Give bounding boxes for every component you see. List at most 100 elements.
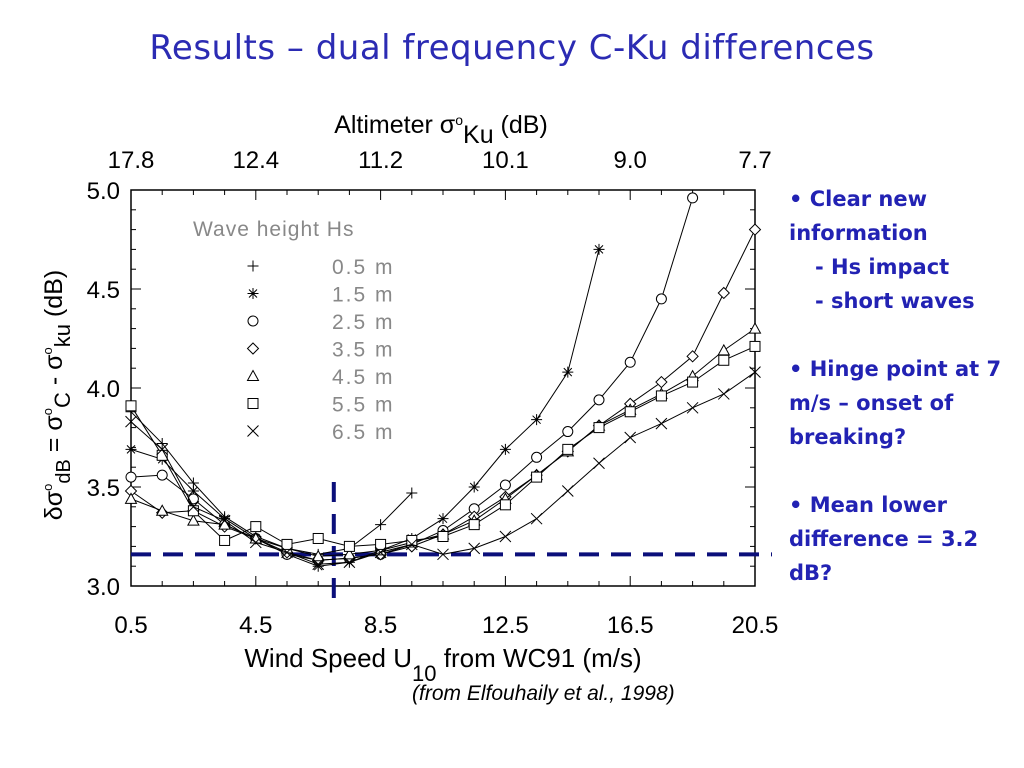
data-point (374, 546, 387, 559)
data-point (655, 375, 668, 389)
legend-marker (247, 398, 259, 409)
top-axis-label: Altimeter σoKu (dB) (334, 111, 548, 149)
data-point (531, 451, 543, 463)
legend-label: 1.5 m (332, 284, 395, 307)
y-tick-label: 4.5 (87, 277, 120, 304)
data-point (375, 538, 387, 550)
data-point (687, 376, 699, 388)
data-point (405, 538, 418, 551)
legend-marker (246, 369, 260, 381)
legend-label: 0.5 m (332, 256, 395, 279)
data-point (531, 414, 543, 426)
data-point (156, 443, 169, 456)
bullet-text-1: • Clear new information (789, 187, 928, 245)
data-point (655, 417, 668, 430)
data-point (593, 243, 605, 255)
data-point (311, 549, 325, 562)
top-tick-label: 7.7 (738, 147, 771, 174)
data-point (749, 340, 761, 352)
data-point (717, 286, 731, 300)
data-point (749, 366, 761, 379)
data-point (686, 401, 699, 414)
data-point (624, 406, 636, 418)
data-point (593, 457, 605, 470)
x-tick-label: 20.5 (732, 612, 779, 639)
data-point (593, 394, 605, 406)
y-axis-label: δσodB = σoC - σoku (dB) (40, 270, 75, 520)
x-tick-label: 8.5 (364, 612, 397, 639)
legend-label: 3.5 m (332, 339, 395, 362)
data-point (468, 542, 481, 555)
data-point (562, 443, 574, 455)
data-point (125, 443, 137, 455)
data-point (717, 343, 731, 356)
data-point (156, 437, 168, 449)
data-point (343, 556, 356, 569)
data-point (343, 547, 356, 560)
series-7 (125, 366, 761, 571)
data-point (561, 485, 574, 497)
data-point (687, 192, 699, 204)
legend-marker (246, 342, 260, 355)
data-point (406, 487, 418, 499)
data-point (499, 443, 511, 455)
data-point (187, 485, 199, 497)
data-point (156, 469, 168, 481)
series-line (130, 411, 413, 555)
data-point (406, 534, 418, 546)
citation: (from Elfouhaily et al., 1998) (412, 682, 675, 705)
data-point (499, 499, 511, 511)
data-point (187, 500, 200, 513)
x-tick-label: 12.5 (482, 612, 529, 639)
y-tick-label: 5.0 (87, 178, 120, 205)
data-point (748, 223, 762, 236)
data-point (249, 536, 262, 549)
top-tick-label: 9.0 (614, 147, 647, 174)
x-tick-label: 4.5 (239, 612, 272, 639)
data-point (125, 415, 137, 428)
data-point (624, 356, 636, 368)
data-point (468, 481, 480, 493)
series-3 (125, 192, 699, 566)
data-point (312, 558, 325, 571)
legend: Wave height Hs 0.5 m 1.5 m 2.5 m 3.5 m 4.5 m 5… (193, 218, 395, 444)
legend-marker (247, 260, 259, 272)
data-point (281, 546, 293, 559)
data-point (748, 322, 762, 334)
bullet-sub-short-waves: - short waves (815, 289, 975, 313)
legend-marker (247, 425, 259, 437)
data-point (125, 471, 137, 483)
data-point (155, 504, 169, 516)
data-point (125, 400, 137, 412)
data-point (530, 512, 543, 525)
data-point (499, 530, 512, 543)
top-tick-label: 10.1 (482, 147, 529, 174)
legend-label: 4.5 m (332, 366, 395, 389)
data-point (593, 422, 605, 434)
y-tick-label: 3.0 (87, 574, 120, 601)
data-point (468, 519, 480, 531)
data-point (437, 513, 449, 525)
data-point (655, 390, 667, 402)
data-point (562, 426, 574, 438)
data-point (218, 514, 231, 527)
top-tick-label: 17.8 (108, 147, 155, 174)
data-point (187, 514, 200, 526)
bullet-item-3: • Mean lower difference = 3.2 dB? (789, 493, 979, 585)
data-point (562, 366, 574, 378)
data-point (437, 531, 449, 542)
x-axis-label: Wind Speed U10 from WC91 (m/s) (244, 643, 641, 686)
data-point (343, 540, 355, 552)
data-point (218, 518, 231, 530)
data-point (499, 479, 511, 491)
slide-title: Results – dual frequency C-Ku difference… (149, 28, 875, 68)
x-tick-label: 16.5 (607, 612, 654, 639)
bullet-item-1: • Clear new information - Hs impact - sh… (789, 182, 1024, 318)
data-point (437, 548, 449, 561)
legend-marker (247, 315, 259, 327)
data-point (686, 350, 699, 363)
data-point (624, 431, 637, 444)
data-point (375, 519, 387, 531)
data-point (717, 388, 730, 400)
